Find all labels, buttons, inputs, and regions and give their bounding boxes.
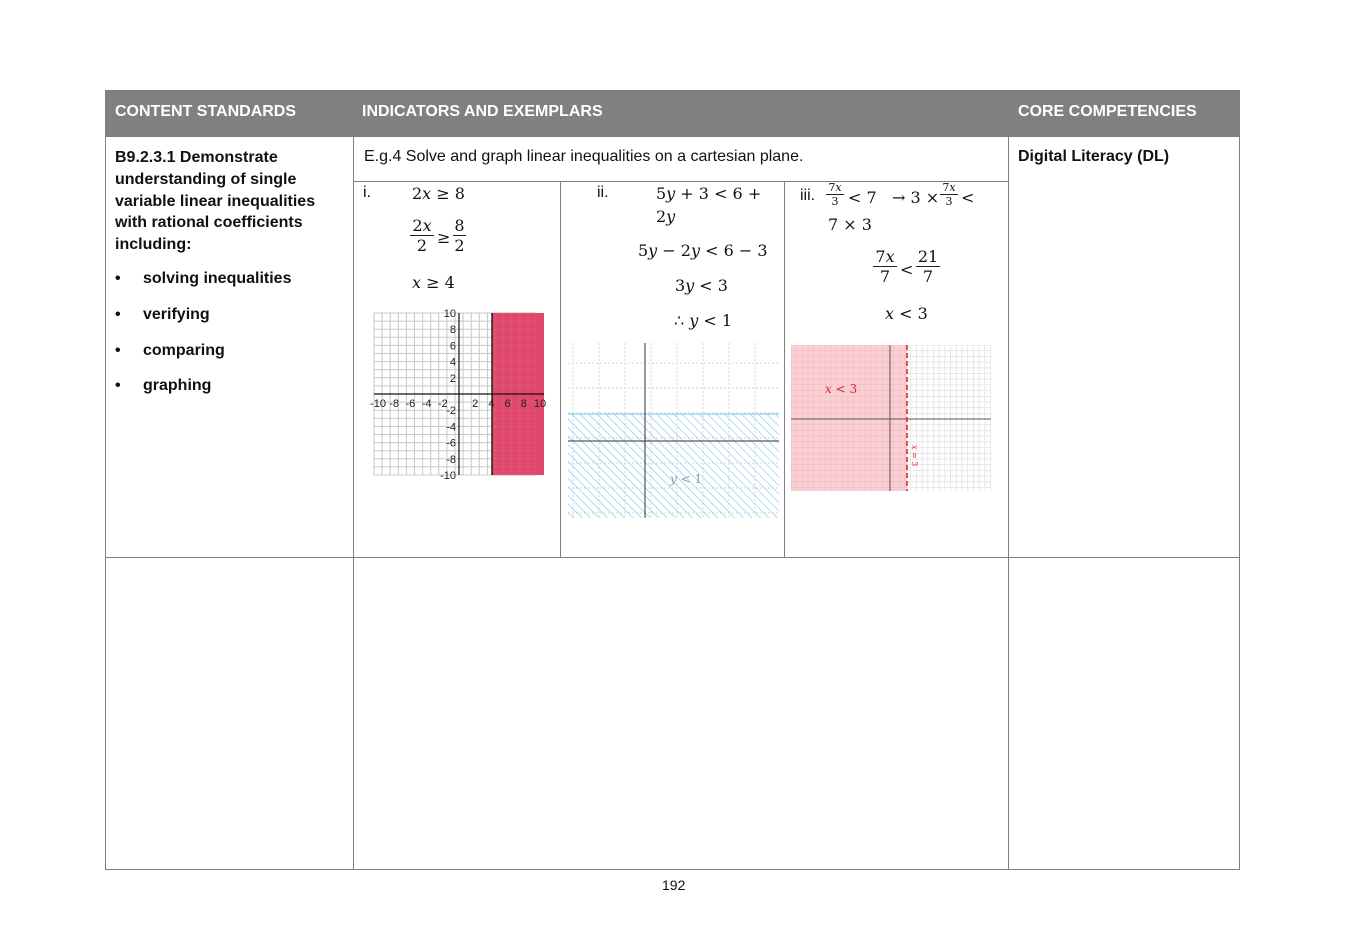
x-tick-label: 4 [488,398,494,410]
subtable-border [353,181,1008,182]
relation-sign: ≥ [437,228,451,247]
y-tick-label: -10 [440,470,456,481]
equation-result: ∴ 𝑦 < 1 [674,311,733,330]
standard-line: understanding of single [115,171,297,188]
y-tick-label: 6 [450,340,456,352]
y-tick-label: -2 [446,405,456,417]
header-core-competencies: CORE COMPETENCIES [1018,103,1197,120]
table-border [105,869,1240,870]
y-tick-label: -6 [446,438,456,450]
fraction: 7𝑥 7 [873,247,897,286]
x-tick-label: -10 [370,398,386,410]
table-border [105,557,1240,558]
table-border [1239,90,1240,870]
example-label: i. [363,184,371,201]
equation: 5𝑦 + 3 < 6 + [656,184,762,203]
y-tick-label: 2 [450,373,456,385]
core-competency: Digital Literacy (DL) [1018,148,1170,165]
fraction: 7𝑥 3 [826,181,844,208]
x-tick-label: -8 [389,398,399,410]
x-tick-label: -4 [422,398,432,410]
table-border [105,136,1240,137]
example-label: ii. [597,184,609,201]
standard-line: B9.2.3.1 Demonstrate [115,149,278,166]
table-border [1008,90,1009,870]
graph3-line-label: 𝑥 = 3 [910,445,919,466]
table-border [105,90,106,870]
subtable-border [784,181,785,557]
y-tick-label: -4 [446,421,456,433]
table-border [353,90,354,870]
standard-line: including: [115,236,192,253]
header-row [106,91,1240,136]
equation: < 7 [848,188,877,207]
indicator-text: E.g.4 Solve and graph linear inequalitie… [364,148,804,165]
equation: 7 × 3 [828,215,872,234]
subtable-border [560,181,561,557]
page-number: 192 [662,877,686,893]
x-tick-label: 2 [472,398,478,410]
x-tick-label: -2 [438,398,448,410]
header-indicators: INDICATORS AND EXEMPLARS [362,103,603,120]
y-tick-label: 4 [450,357,456,369]
equation-result: 𝑥 < 3 [885,304,928,323]
standard-line: variable linear inequalities [115,193,316,210]
relation-sign: < [900,260,914,279]
equation-result: 𝑥 ≥ 4 [412,273,455,292]
fraction: 7𝑥 3 [940,181,958,208]
header-content-standards: CONTENT STANDARDS [115,103,297,120]
x-tick-label: 6 [505,398,511,410]
example-label: iii. [800,187,816,204]
table-border [105,90,1240,91]
graph3-label: 𝑥 < 3 [825,382,857,396]
y-tick-label: 8 [450,324,456,336]
equation: → 3 × [892,188,940,207]
x-tick-label: 8 [521,398,527,410]
equation: 2𝑦 [656,207,676,226]
x-tick-label: 10 [534,398,546,410]
fraction: 2𝑥 2 [410,216,434,255]
equation: 5𝑦 − 2𝑦 < 6 − 3 [638,241,768,260]
x-tick-label: -6 [406,398,416,410]
fraction: 21 7 [916,247,940,286]
standard-line: with rational coefficients [115,214,303,231]
y-tick-label: 10 [444,308,456,320]
graph-y-lt-1: 𝑦 < 1 [568,343,779,518]
y-tick-label: -8 [446,454,456,466]
equation: 3𝑦 < 3 [675,276,728,295]
graph-x-lt-3: 𝑥 < 3 𝑥 = 3 [791,345,991,491]
graph2-label: 𝑦 < 1 [669,472,702,486]
equation: 2𝑥 ≥ 8 [412,184,465,203]
equation: < [961,188,975,207]
